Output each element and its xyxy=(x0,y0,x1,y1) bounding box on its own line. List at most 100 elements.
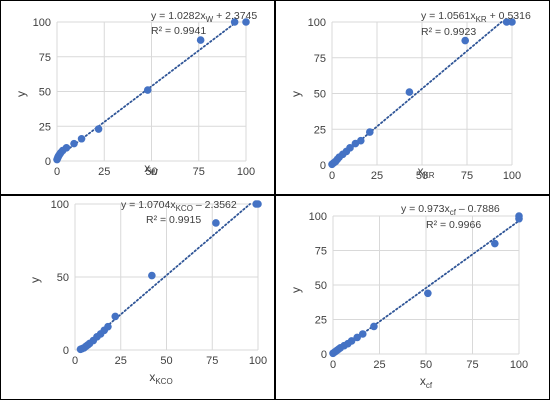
chart-panel-3: 0 50 100 0 25 50 75 100 y = 1.0704xKCO – 2.3562 R… xyxy=(0,195,275,400)
equation-intercept: + 0.5316 xyxy=(487,10,531,22)
x-tick-label: 25 xyxy=(371,170,383,182)
x-axis-label-subscript: KCO xyxy=(155,377,172,386)
r-squared: R² = 0.9966 xyxy=(426,219,481,231)
x-tick-label: 100 xyxy=(503,170,521,182)
data-point xyxy=(424,289,432,298)
data-point xyxy=(62,143,71,152)
x-tick-label: 50 xyxy=(420,359,432,371)
x-axis-label-main: x xyxy=(417,164,423,178)
y-tick-label: 25 xyxy=(314,124,326,136)
equation-subscript: cf xyxy=(450,208,457,217)
data-point xyxy=(515,212,523,220)
data-point xyxy=(491,239,499,248)
data-point xyxy=(502,18,511,26)
x-axis-label: xKCO xyxy=(149,370,172,386)
y-tick-label: 75 xyxy=(315,246,327,258)
y-tick-label: 50 xyxy=(57,272,69,284)
data-point xyxy=(143,86,152,94)
data-point xyxy=(111,312,120,321)
y-tick-label: 100 xyxy=(309,211,327,223)
equation-subscript: W xyxy=(206,15,214,24)
equation-intercept: – 0.7886 xyxy=(456,203,500,215)
data-point xyxy=(104,322,112,331)
y-tick-label: 0 xyxy=(320,160,326,172)
data-point xyxy=(346,144,354,152)
y-tick-label: 0 xyxy=(321,349,327,361)
r-squared: R² = 0.9941 xyxy=(151,25,206,37)
equation-subscript: KR xyxy=(476,15,487,24)
x-tick-label: 100 xyxy=(510,359,528,371)
trendline-equation: y = 1.0704xKCO – 2.3562 xyxy=(121,199,237,213)
data-point xyxy=(212,219,220,227)
x-tick-label: 0 xyxy=(54,166,60,178)
y-tick-label: 50 xyxy=(315,280,327,292)
x-axis-label-main: x xyxy=(144,161,150,175)
x-axis-label: xcf xyxy=(420,374,433,390)
data-point xyxy=(242,18,250,26)
x-axis-label-subscript: KR xyxy=(423,171,434,180)
data-point xyxy=(370,322,378,331)
y-tick-label: 50 xyxy=(314,89,326,101)
data-point xyxy=(70,139,78,148)
data-point xyxy=(230,18,239,26)
y-axis-label: y xyxy=(289,287,303,293)
chart-panel-4: 0 25 50 75 100 0 25 50 75 100 y = 0.973xcf – 0.788… xyxy=(275,195,550,400)
x-tick-label: 75 xyxy=(461,170,473,182)
y-tick-label: 25 xyxy=(315,315,327,327)
data-point xyxy=(461,36,469,45)
x-tick-label: 75 xyxy=(193,166,205,178)
x-axis-label-subscript: W xyxy=(150,168,158,177)
data-point xyxy=(508,18,516,26)
x-tick-label: 50 xyxy=(145,166,157,178)
equation-main: y = 0.973x xyxy=(401,203,450,215)
x-tick-label: 100 xyxy=(237,166,255,178)
chart-panel-2: 0 25 50 75 100 0 25 50 75 100 y = 1.0561xKR + 0.53… xyxy=(275,0,550,195)
equation-main: y = 1.0704x xyxy=(121,199,176,211)
y-tick-label: 0 xyxy=(63,345,69,357)
equation-intercept: – 2.3562 xyxy=(193,199,237,211)
r-squared: R² = 0.9923 xyxy=(421,26,476,38)
data-point xyxy=(94,125,103,133)
y-axis-label: y xyxy=(14,91,28,97)
x-tick-label: 0 xyxy=(330,359,336,371)
data-point xyxy=(347,337,356,345)
data-point xyxy=(357,136,365,145)
data-point xyxy=(148,271,156,280)
data-point xyxy=(366,128,374,136)
y-tick-label: 0 xyxy=(45,156,51,168)
y-tick-label: 100 xyxy=(308,17,326,29)
y-tick-label: 75 xyxy=(39,52,51,64)
equation-main: y = 1.0561x xyxy=(421,10,476,22)
y-tick-label: 50 xyxy=(39,87,51,99)
x-tick-label: 25 xyxy=(373,359,385,371)
y-tick-label: 100 xyxy=(33,17,51,29)
x-axis-label-main: x xyxy=(420,374,426,388)
equation-intercept: + 2.3745 xyxy=(213,10,257,22)
r-squared: R² = 0.9915 xyxy=(146,214,201,226)
x-axis-label: xW xyxy=(144,161,158,177)
y-axis-label: y xyxy=(28,277,42,283)
equation-subscript: KCO xyxy=(176,204,193,213)
equation-main: y = 1.0282x xyxy=(151,10,206,22)
x-axis-label: xKR xyxy=(417,164,434,180)
x-tick-label: 25 xyxy=(115,355,127,367)
x-tick-label: 50 xyxy=(160,355,172,367)
data-point xyxy=(405,88,414,96)
data-point xyxy=(358,330,367,338)
x-tick-label: 75 xyxy=(466,359,478,371)
x-tick-label: 25 xyxy=(98,166,110,178)
x-tick-label: 0 xyxy=(329,170,335,182)
data-point xyxy=(77,134,86,143)
data-point xyxy=(196,36,205,44)
x-tick-label: 100 xyxy=(249,355,267,367)
x-tick-label: 0 xyxy=(72,355,78,367)
x-axis-label-subscript: cf xyxy=(426,381,433,390)
y-tick-label: 25 xyxy=(39,121,51,133)
x-tick-label: 75 xyxy=(206,355,218,367)
trendline-equation: y = 1.0561xKR + 0.5316 xyxy=(421,10,531,24)
x-axis-label-main: x xyxy=(149,370,155,384)
